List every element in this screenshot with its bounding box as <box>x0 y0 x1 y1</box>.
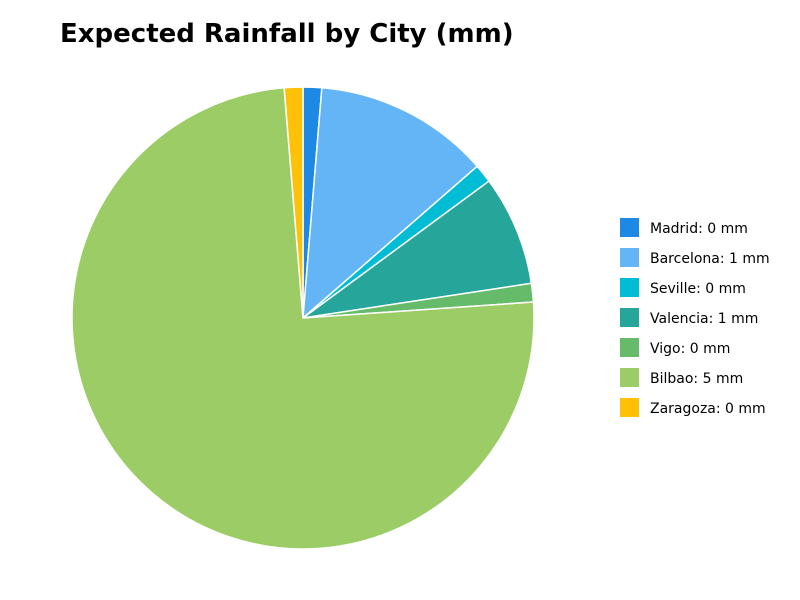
legend-swatch-seville <box>620 278 639 297</box>
pie-slice-barcelona <box>302 86 479 320</box>
legend-label-seville: Seville: 0 mm <box>650 281 746 297</box>
legend-swatch-valencia <box>620 308 639 327</box>
pie-slices <box>71 86 535 550</box>
legend-swatch-barcelona <box>620 248 639 267</box>
legend-label-barcelona: Barcelona: 1 mm <box>650 251 770 267</box>
pie-slice-zaragoza <box>283 86 304 319</box>
chart-title: Expected Rainfall by City (mm) <box>60 19 514 49</box>
legend-label-vigo: Vigo: 0 mm <box>650 341 730 357</box>
legend-label-zaragoza: Zaragoza: 0 mm <box>650 401 766 417</box>
pie-slice-bilbao <box>71 86 535 550</box>
legend-swatch-vigo <box>620 338 639 357</box>
legend-label-bilbao: Bilbao: 5 mm <box>650 371 743 387</box>
legend: Madrid: 0 mm Barcelona: 1 mm Seville: 0 mm… <box>620 218 770 417</box>
pie-slice-valencia <box>302 180 533 319</box>
legend-label-valencia: Valencia: 1 mm <box>650 311 758 327</box>
legend-swatch-zaragoza <box>620 398 639 417</box>
legend-label-madrid: Madrid: 0 mm <box>650 221 748 237</box>
legend-swatch-bilbao <box>620 368 639 387</box>
legend-swatch-madrid <box>620 218 639 237</box>
